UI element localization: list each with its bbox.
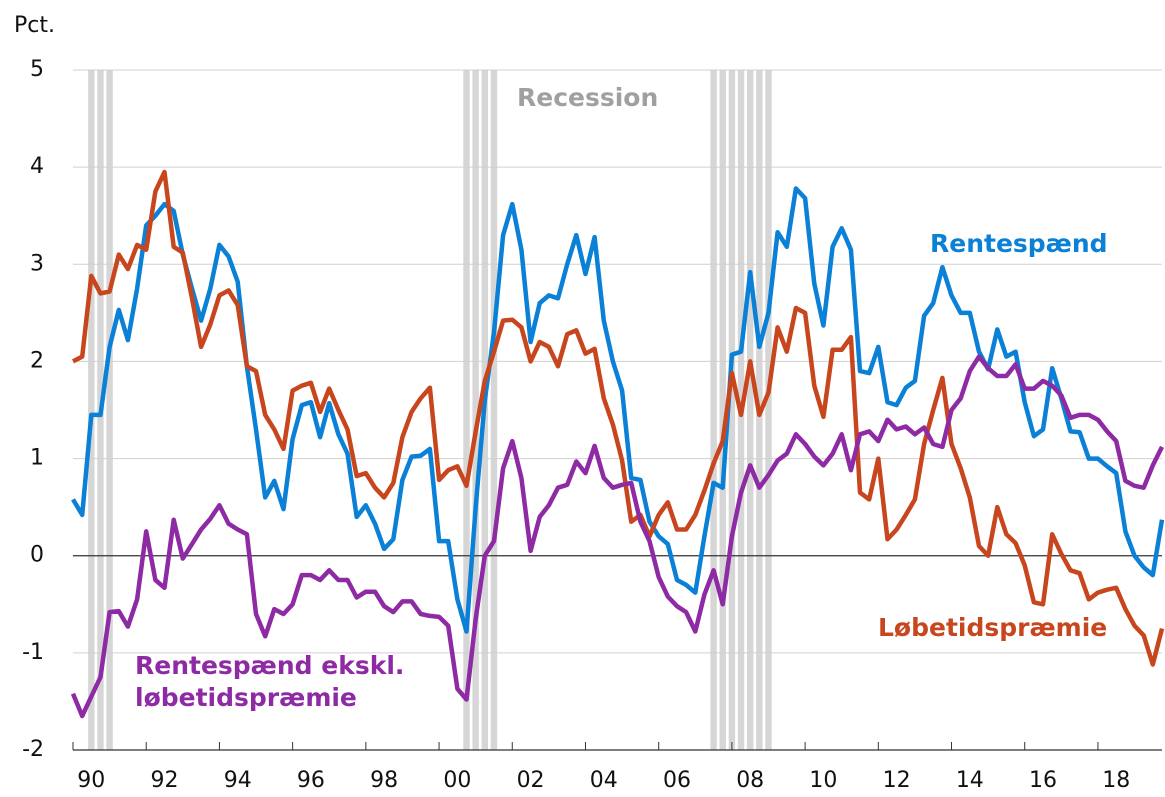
x-tick-label: 04 <box>590 768 618 793</box>
y-axis-label: Pct. <box>14 13 55 38</box>
x-tick-label: 92 <box>151 768 179 793</box>
x-tick-label: 98 <box>370 768 398 793</box>
y-tick-label: 4 <box>30 154 44 179</box>
recession-band <box>472 70 479 750</box>
x-tick-label: 90 <box>77 768 105 793</box>
y-tick-label: 1 <box>30 446 44 471</box>
x-tick-label: 12 <box>883 768 911 793</box>
recession-band <box>463 70 470 750</box>
recession-band <box>746 70 754 750</box>
x-tick-label: 00 <box>443 768 471 793</box>
y-tick-label: 3 <box>30 251 44 276</box>
x-tick-label: 08 <box>736 768 764 793</box>
y-tick-label: 0 <box>30 543 44 568</box>
y-tick-label: 5 <box>30 57 44 82</box>
recession-band <box>765 70 772 750</box>
x-tick-label: 96 <box>297 768 325 793</box>
recession-band <box>88 70 95 750</box>
x-tick-label: 14 <box>956 768 984 793</box>
recession-band <box>728 70 736 750</box>
recession-band <box>719 70 726 750</box>
series-line <box>71 186 1165 634</box>
series-label: Rentespænd ekskl. løbetidspræmie <box>135 651 405 712</box>
y-tick-label: 2 <box>30 348 44 373</box>
x-tick-label: 94 <box>224 768 252 793</box>
x-tick-label: 02 <box>517 768 545 793</box>
x-tick-label: 06 <box>663 768 691 793</box>
y-tick-label: -2 <box>22 737 44 762</box>
recession-band <box>490 70 498 750</box>
x-tick-label: 10 <box>809 768 837 793</box>
x-tick-label: 16 <box>1029 768 1057 793</box>
y-tick-label: -1 <box>22 640 44 665</box>
recession-label: Recession <box>517 83 659 112</box>
series-line <box>71 169 1165 667</box>
series-label: Løbetidspræmie <box>878 613 1108 642</box>
recession-band <box>710 70 717 750</box>
series-label: Rentespænd <box>930 229 1108 258</box>
x-tick-label: 18 <box>1102 768 1130 793</box>
recession-band <box>106 70 113 750</box>
series-line <box>70 354 1165 719</box>
